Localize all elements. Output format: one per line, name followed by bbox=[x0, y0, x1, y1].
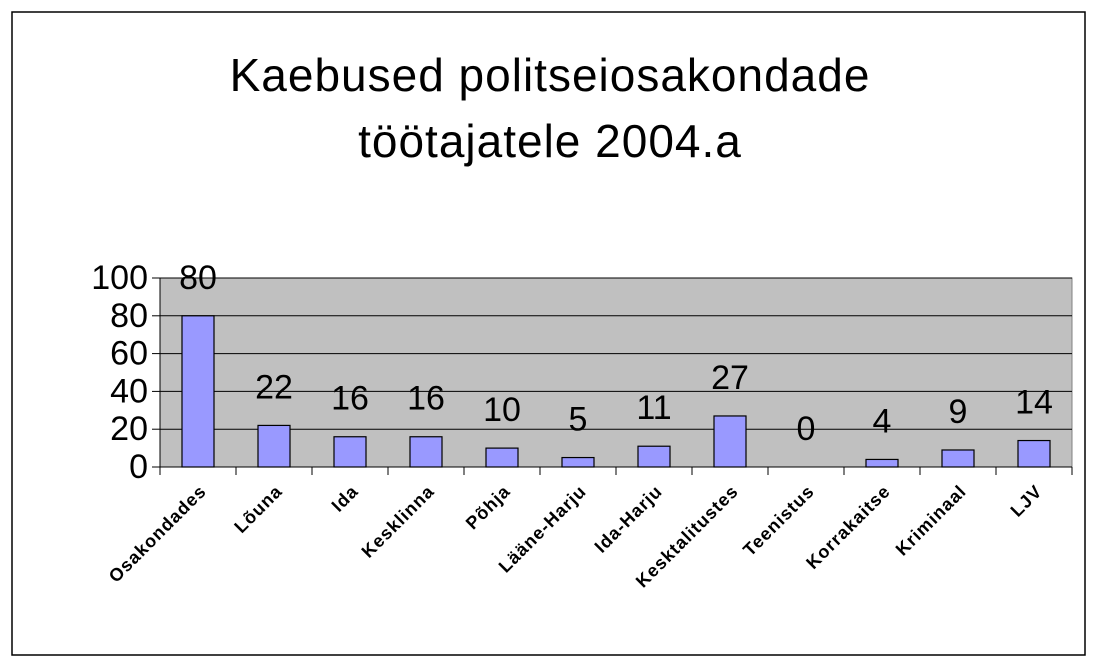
bar bbox=[485, 447, 519, 468]
data-label: 80 bbox=[179, 259, 217, 297]
y-tick-label: 80 bbox=[110, 297, 148, 335]
bar bbox=[865, 458, 899, 468]
data-label: 0 bbox=[797, 410, 816, 448]
bar bbox=[409, 436, 443, 468]
data-label: 16 bbox=[407, 380, 445, 418]
data-label: 14 bbox=[1015, 384, 1053, 422]
data-label: 10 bbox=[483, 391, 521, 429]
data-label: 9 bbox=[949, 393, 968, 431]
plot-area bbox=[159, 277, 1073, 468]
bar bbox=[1017, 439, 1051, 468]
data-label: 22 bbox=[255, 368, 293, 406]
bar bbox=[561, 456, 595, 468]
data-label: 11 bbox=[636, 389, 671, 427]
chart-title: Kaebused politseiosakondade töötajatele … bbox=[229, 49, 871, 167]
data-label: 27 bbox=[711, 359, 749, 397]
bar bbox=[333, 436, 367, 468]
bar bbox=[941, 449, 975, 468]
bar bbox=[181, 315, 215, 468]
y-tick-label: 100 bbox=[91, 259, 148, 297]
bar bbox=[637, 445, 671, 468]
y-tick-label: 40 bbox=[110, 372, 148, 410]
data-label: 16 bbox=[331, 380, 369, 418]
data-label: 4 bbox=[873, 402, 892, 440]
y-tick-label: 20 bbox=[110, 410, 148, 448]
bar bbox=[257, 424, 291, 468]
bar bbox=[713, 415, 747, 468]
data-label: 5 bbox=[569, 401, 588, 439]
y-tick-label: 0 bbox=[129, 448, 148, 486]
y-tick-label: 60 bbox=[110, 335, 148, 373]
